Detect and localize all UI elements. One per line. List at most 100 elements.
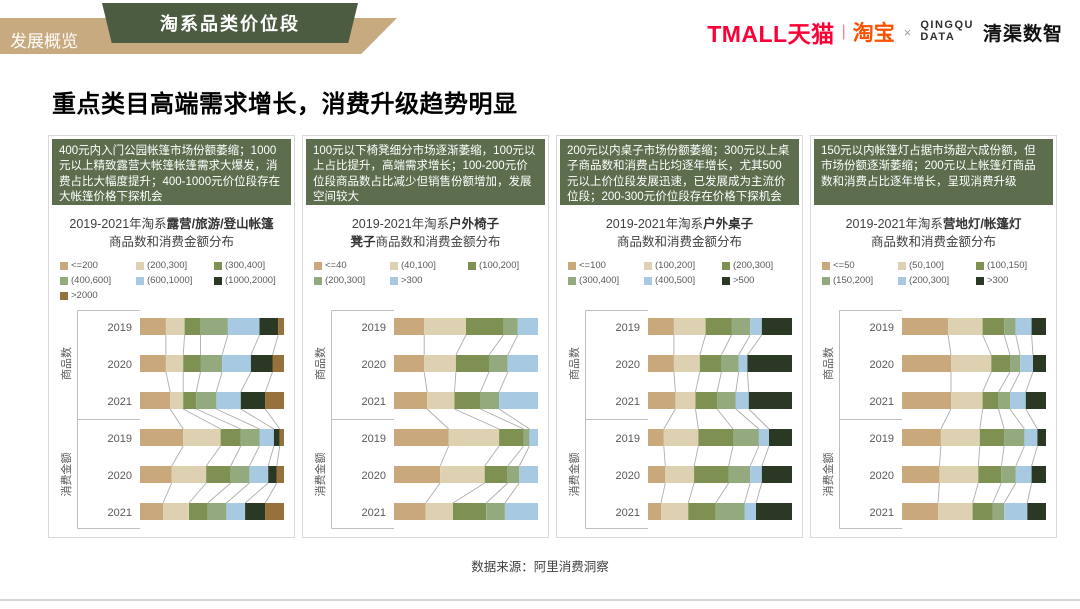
legend-item: >2000 bbox=[60, 290, 136, 301]
chart: 商品数 消费金额 2019 2020 2021 2019 2020 2021 bbox=[306, 310, 545, 534]
legend-color-chip bbox=[136, 261, 144, 270]
bar-segment bbox=[394, 392, 428, 410]
bar-segment bbox=[206, 466, 231, 484]
bar-segment bbox=[245, 503, 266, 521]
legend-color-chip bbox=[976, 276, 984, 285]
bar-segment bbox=[688, 503, 716, 521]
legend-color-chip bbox=[822, 276, 830, 285]
legend-color-chip bbox=[214, 276, 222, 285]
bar-segment bbox=[394, 466, 441, 484]
bar-segment bbox=[523, 429, 530, 447]
legend-item: <=100 bbox=[568, 260, 644, 271]
bar-segment bbox=[663, 429, 699, 447]
bar-segment bbox=[648, 466, 666, 484]
bar-segment bbox=[200, 318, 228, 336]
year-axis-label: 2021 bbox=[362, 396, 386, 408]
bar-segment bbox=[902, 318, 949, 336]
tmall-logo: TMALL天猫 bbox=[707, 21, 835, 47]
bar-segment bbox=[1004, 429, 1025, 447]
bar-segment bbox=[721, 355, 739, 373]
bar-segment bbox=[1024, 429, 1038, 447]
bar-segment bbox=[648, 503, 661, 521]
year-axis-label: 2021 bbox=[362, 507, 386, 519]
bar-segment bbox=[902, 392, 951, 410]
year-axis-label: 2019 bbox=[108, 433, 132, 445]
insight-box: 400元内入门公园帐篷市场份额萎缩；1000元以上精致露营大帐篷帐篷需求大爆发，… bbox=[52, 139, 291, 205]
bar-segment bbox=[279, 429, 284, 447]
qingqu-logo-line2: DATA bbox=[920, 31, 956, 43]
bar-segment bbox=[427, 392, 455, 410]
bar-segment bbox=[982, 318, 1005, 336]
bar-segment bbox=[424, 355, 456, 373]
bar-segment bbox=[648, 429, 664, 447]
header-banner: 淘系品类价位段 bbox=[102, 3, 358, 43]
bar-segment bbox=[744, 503, 756, 521]
year-axis-label: 2019 bbox=[616, 433, 640, 445]
chart-title: 2019-2021年淘系户外桌子 商品数和消费金额分布 bbox=[560, 215, 799, 251]
bar-segment bbox=[273, 429, 280, 447]
bar-segment bbox=[699, 355, 722, 373]
bar-segment bbox=[529, 429, 538, 447]
bar-segment bbox=[455, 355, 489, 373]
chart-title-line2: 商品数和消费金额分布 bbox=[870, 235, 996, 250]
bar-segment bbox=[200, 355, 223, 373]
bar-segment bbox=[480, 392, 500, 410]
legend-item: (200,300] bbox=[898, 275, 976, 286]
bar-segment bbox=[1004, 503, 1028, 521]
legend-item: (200,300] bbox=[314, 275, 390, 286]
legend-item: (150,200] bbox=[822, 275, 898, 286]
bar-segment bbox=[240, 429, 260, 447]
bar-segment bbox=[163, 503, 189, 521]
legend: <=50 (50,100] (100,150] (150,200] (200,300] >… bbox=[822, 260, 1051, 310]
bar-segment bbox=[758, 429, 769, 447]
bar-segment bbox=[196, 392, 217, 410]
legend-color-chip bbox=[722, 261, 730, 270]
bar-segment bbox=[240, 392, 266, 410]
chart-title-line2: 商品数和消费金额分布 bbox=[616, 235, 742, 250]
bar-segment bbox=[1033, 355, 1046, 373]
legend-color-chip bbox=[898, 276, 906, 285]
year-axis-label: 2020 bbox=[362, 359, 386, 371]
bar-segment bbox=[503, 318, 518, 336]
taobao-logo: 淘宝 bbox=[852, 22, 895, 45]
bar-segment bbox=[694, 466, 729, 484]
bar-segment bbox=[189, 503, 208, 521]
bar-segment bbox=[951, 392, 983, 410]
bar-segment bbox=[715, 503, 745, 521]
panel-chairs: 100元以下椅凳细分市场逐渐萎缩，100元以上占比提升，高端需求增长；100-2… bbox=[302, 135, 549, 538]
chart-title-line1: 2019-2021年淘系露营/旅游/登山帐篷 bbox=[69, 217, 274, 231]
data-source-note: 数据来源：阿里消费洞察 bbox=[471, 560, 609, 574]
bar-segment bbox=[499, 392, 538, 410]
bar-segment bbox=[183, 355, 201, 373]
bar-segment bbox=[276, 466, 284, 484]
legend-color-chip bbox=[314, 261, 322, 270]
year-axis-label: 2020 bbox=[108, 359, 132, 371]
header-tab-label: 发展概览 bbox=[10, 32, 78, 51]
chart-title-line1: 2019-2021年淘系户外桌子 bbox=[605, 217, 754, 231]
bar-segment bbox=[425, 503, 454, 521]
bar-segment bbox=[735, 392, 749, 410]
bar-segment bbox=[222, 355, 251, 373]
legend-label: >500 bbox=[733, 275, 755, 287]
qingqu-brand-name: 清渠数智 bbox=[982, 23, 1063, 45]
legend-label: (200,300] bbox=[909, 275, 950, 287]
insight-box: 200元以内桌子市场份额萎缩；300元以上桌子商品数和消费占比均逐年增长，尤其5… bbox=[560, 139, 799, 205]
group-axis-label: 消费金额 bbox=[821, 453, 835, 497]
legend-color-chip bbox=[568, 276, 576, 285]
bar-segment bbox=[519, 466, 538, 484]
chart: 商品数 消费金额 2019 2020 2021 2019 2020 2021 bbox=[814, 310, 1053, 534]
bar-segment bbox=[991, 355, 1010, 373]
legend-color-chip bbox=[822, 261, 830, 270]
bar-segment bbox=[517, 318, 538, 336]
page-title: 重点类目高端需求增长，消费升级趋势明显 bbox=[52, 91, 518, 118]
bar-segment bbox=[1004, 318, 1016, 336]
bar-segment bbox=[165, 318, 185, 336]
bar-segment bbox=[216, 392, 241, 410]
bar-segment bbox=[265, 392, 284, 410]
bar-segment bbox=[165, 355, 184, 373]
header-banner-title: 淘系品类价位段 bbox=[160, 14, 300, 34]
legend-label: (200,300] bbox=[147, 260, 188, 272]
legend-label: >300 bbox=[987, 275, 1009, 287]
